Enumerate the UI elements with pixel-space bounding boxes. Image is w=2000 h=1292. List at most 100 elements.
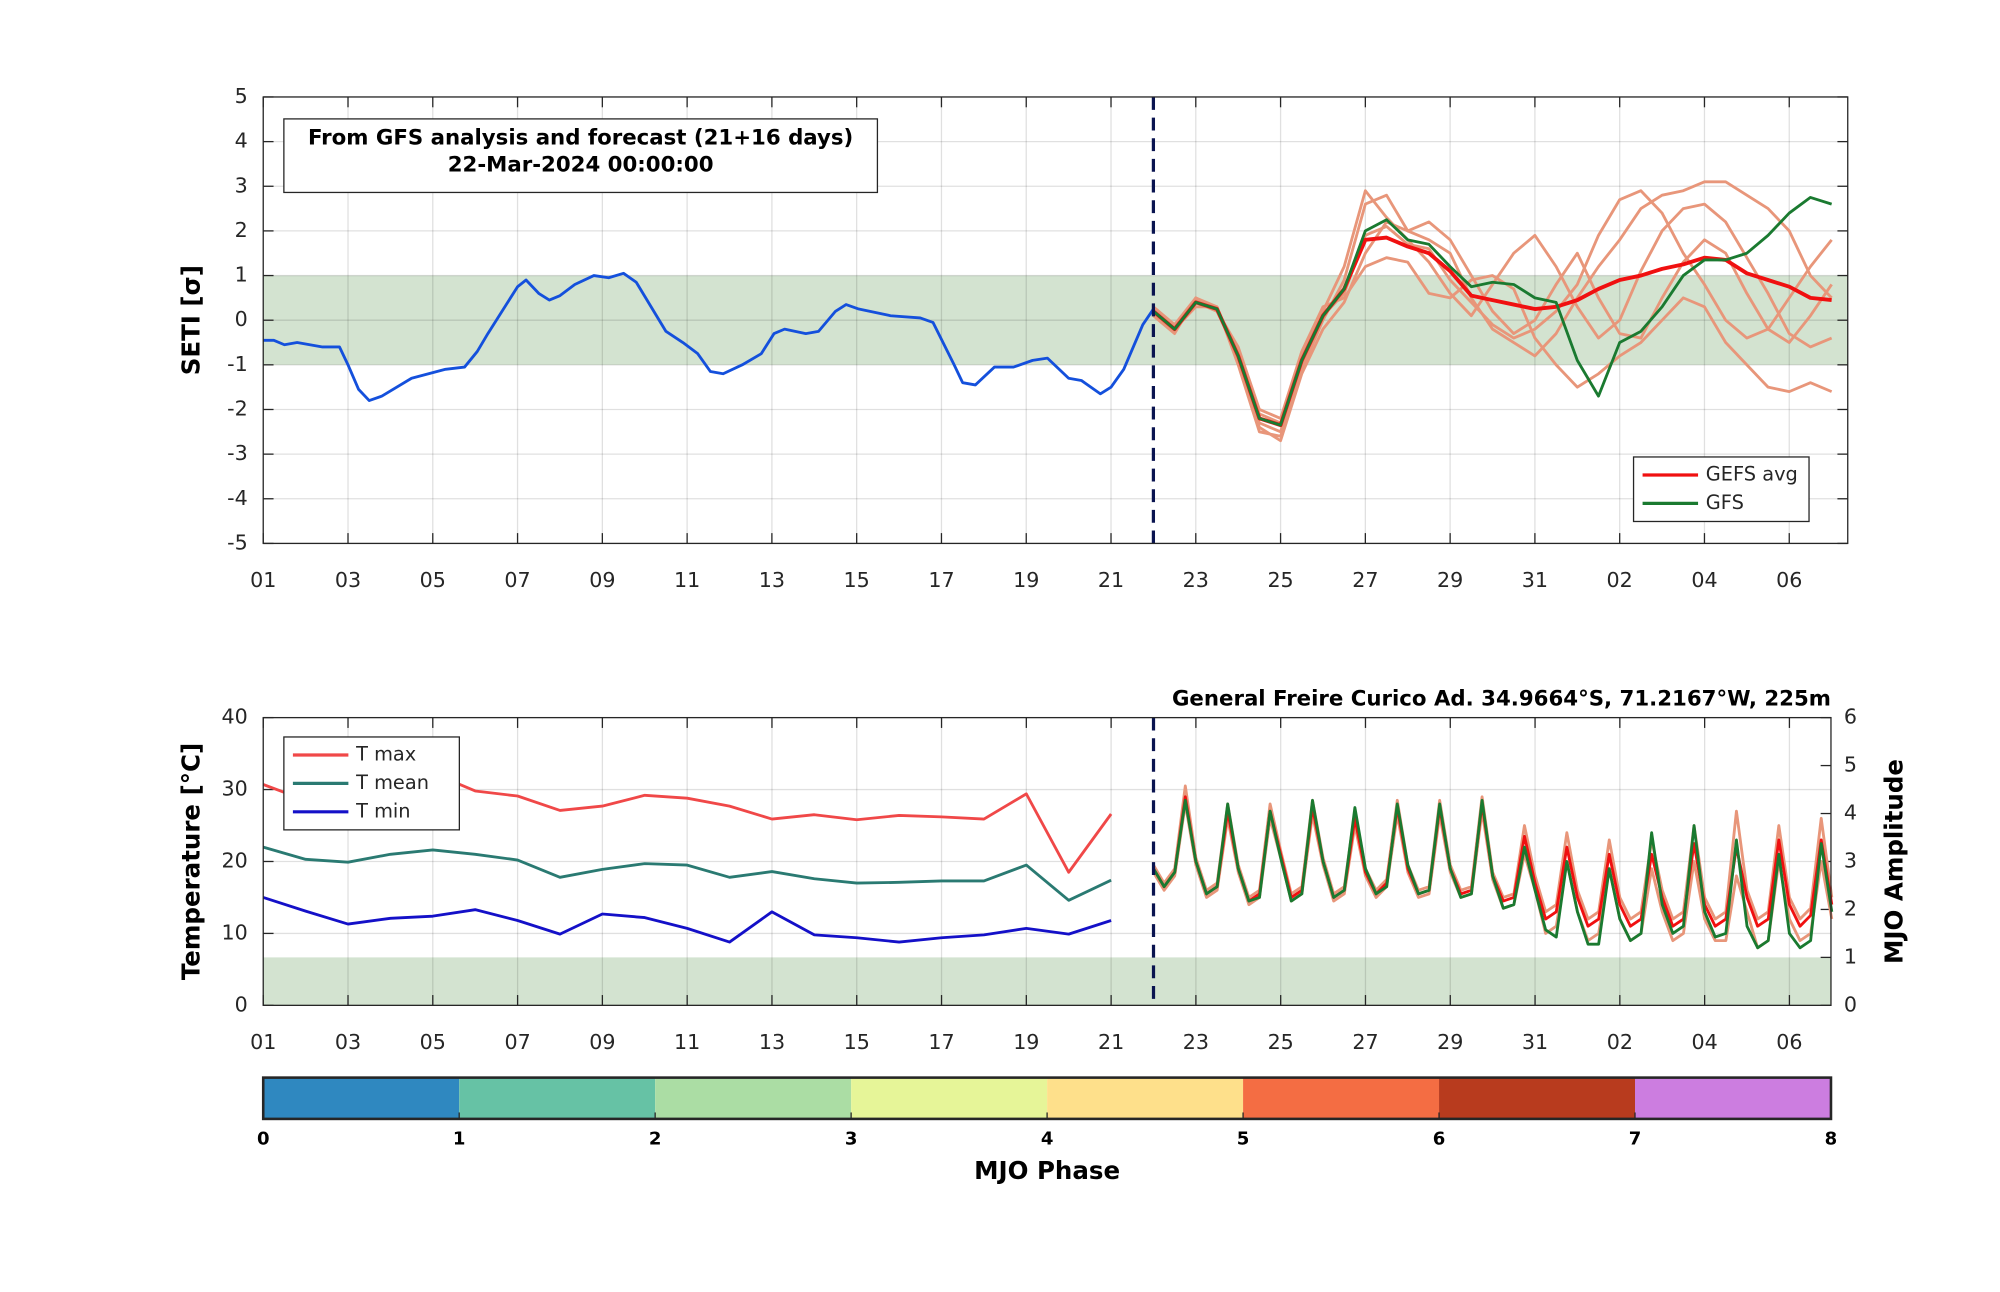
chart-title: General Freire Curico Ad. 34.9664°S, 71.… bbox=[1172, 687, 1831, 712]
y-tick-label: 4 bbox=[235, 129, 248, 153]
annotation-box bbox=[283, 118, 879, 194]
y-tick-label: 5 bbox=[235, 84, 248, 108]
series-line bbox=[1152, 189, 1833, 434]
series-line bbox=[263, 271, 1155, 402]
x-tick-label: 19 bbox=[1013, 568, 1039, 592]
annotation-text: From GFS analysis and forecast (21+16 da… bbox=[308, 125, 853, 150]
x-tick-label: 11 bbox=[674, 568, 700, 592]
legend-label: GEFS avg bbox=[1706, 463, 1798, 486]
x-tick-label: 17 bbox=[928, 1030, 954, 1054]
x-tick-label: 23 bbox=[1183, 568, 1209, 592]
x-tick-label: 07 bbox=[504, 1030, 530, 1054]
legend-box bbox=[1632, 456, 1810, 523]
series-line bbox=[262, 845, 1112, 902]
x-tick-label: 21 bbox=[1098, 1030, 1124, 1054]
y-tick-label: 20 bbox=[221, 848, 247, 872]
x-tick-label: 07 bbox=[504, 568, 530, 592]
x-tick-label: 01 bbox=[250, 568, 276, 592]
y-tick-label: -2 bbox=[227, 396, 248, 420]
x-tick-label: 15 bbox=[844, 1030, 870, 1054]
series-line bbox=[1152, 798, 1834, 950]
color-segment bbox=[1243, 1077, 1440, 1119]
y2-tick-label: 6 bbox=[1844, 705, 1857, 729]
x-tick-label: 03 bbox=[335, 568, 361, 592]
annotation-text: 22-Mar-2024 00:00:00 bbox=[448, 152, 714, 177]
y2-tick-label: 0 bbox=[1844, 992, 1857, 1016]
x-tick-label: 05 bbox=[420, 568, 446, 592]
colorbar-tick-label: 8 bbox=[1825, 1129, 1838, 1150]
x-tick-label: 02 bbox=[1607, 1030, 1633, 1054]
y2-tick-label: 1 bbox=[1844, 944, 1857, 968]
x-tick-label: 06 bbox=[1776, 568, 1802, 592]
x-tick-label: 02 bbox=[1607, 568, 1633, 592]
x-tick-label: 04 bbox=[1692, 1030, 1718, 1054]
series-line bbox=[1152, 256, 1833, 420]
x-tick-label: 03 bbox=[335, 1030, 361, 1054]
y2-axis-label: MJO Amplitude bbox=[1879, 759, 1908, 964]
x-tick-label: 27 bbox=[1352, 1030, 1378, 1054]
x-tick-label: 11 bbox=[674, 1030, 700, 1054]
y2-tick-label: 4 bbox=[1844, 801, 1857, 825]
range-band bbox=[263, 957, 1831, 1006]
x-tick-label: 19 bbox=[1013, 1030, 1039, 1054]
colorbar-tick-label: 6 bbox=[1433, 1129, 1446, 1150]
color-segment bbox=[1047, 1077, 1244, 1119]
x-tick-label: 17 bbox=[928, 568, 954, 592]
legend-label: T mean bbox=[355, 771, 429, 794]
axes-frame bbox=[262, 716, 1832, 1006]
x-tick-label: 31 bbox=[1522, 568, 1548, 592]
y-tick-label: 2 bbox=[235, 218, 248, 242]
series-line bbox=[1152, 195, 1833, 427]
x-tick-label: 06 bbox=[1776, 1030, 1802, 1054]
x-tick-label: 09 bbox=[589, 568, 615, 592]
x-tick-label: 25 bbox=[1267, 568, 1293, 592]
x-tick-label: 25 bbox=[1268, 1030, 1294, 1054]
series-line bbox=[1152, 189, 1833, 425]
x-tick-label: 09 bbox=[589, 1030, 615, 1054]
colorbar-tick-label: 3 bbox=[845, 1129, 858, 1150]
colorbar-label: MJO Phase bbox=[974, 1156, 1120, 1185]
series-line bbox=[1152, 220, 1833, 443]
y-tick-label: -3 bbox=[227, 441, 248, 465]
y-tick-label: 40 bbox=[221, 705, 247, 729]
x-tick-label: 27 bbox=[1352, 568, 1378, 592]
colorbar-tick-label: 5 bbox=[1237, 1129, 1250, 1150]
y-tick-label: -1 bbox=[227, 352, 248, 376]
y2-tick-label: 2 bbox=[1844, 896, 1857, 920]
color-segment bbox=[655, 1077, 852, 1119]
y-axis-label: Temperature [°C] bbox=[176, 743, 205, 980]
color-segment bbox=[1439, 1077, 1635, 1119]
colorbar-tick-label: 0 bbox=[257, 1129, 270, 1150]
y-tick-label: 3 bbox=[235, 173, 248, 197]
y2-tick-label: 3 bbox=[1844, 848, 1857, 872]
colorbar-tick-label: 4 bbox=[1041, 1129, 1054, 1150]
colorbar-tick-label: 1 bbox=[453, 1129, 466, 1150]
y-tick-label: 1 bbox=[235, 263, 248, 287]
legend-label: GFS bbox=[1706, 491, 1744, 514]
axes-frame bbox=[262, 96, 1849, 545]
x-tick-label: 29 bbox=[1437, 1030, 1463, 1054]
y-tick-label: 10 bbox=[221, 920, 247, 944]
y-tick-label: 0 bbox=[235, 992, 248, 1016]
y-tick-label: -4 bbox=[227, 486, 248, 510]
x-tick-label: 29 bbox=[1437, 568, 1463, 592]
y-tick-label: 30 bbox=[221, 777, 247, 801]
x-tick-label: 04 bbox=[1691, 568, 1717, 592]
color-segment bbox=[1635, 1077, 1831, 1119]
x-tick-label: 01 bbox=[250, 1030, 276, 1054]
x-tick-label: 21 bbox=[1098, 568, 1124, 592]
x-tick-label: 05 bbox=[420, 1030, 446, 1054]
legend-label: T min bbox=[355, 799, 410, 822]
series-line bbox=[262, 896, 1112, 944]
x-tick-label: 23 bbox=[1183, 1030, 1209, 1054]
y2-tick-label: 5 bbox=[1844, 753, 1857, 777]
y-axis-label: SETI [σ] bbox=[176, 265, 205, 375]
x-tick-label: 13 bbox=[759, 1030, 785, 1054]
colorbar-tick-label: 2 bbox=[649, 1129, 662, 1150]
x-tick-label: 15 bbox=[844, 568, 870, 592]
y-tick-label: -5 bbox=[227, 530, 248, 554]
color-segment bbox=[263, 1077, 460, 1119]
y-tick-label: 0 bbox=[235, 307, 248, 331]
